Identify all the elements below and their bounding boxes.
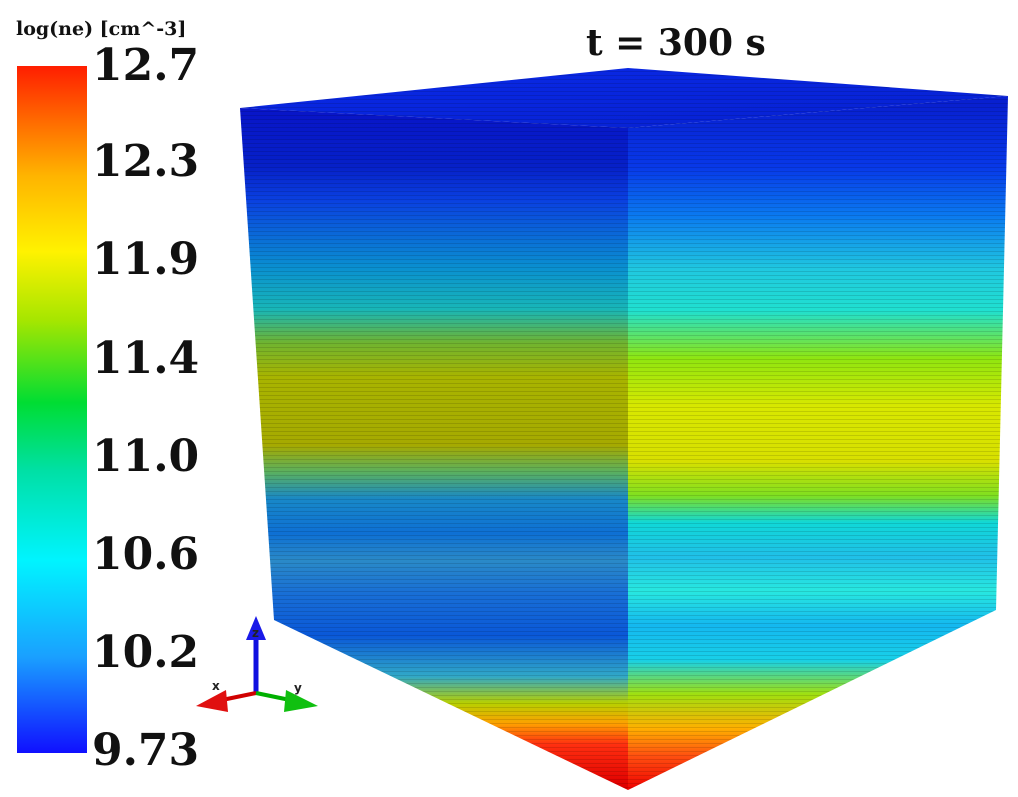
colorbar-tick: 12.3 xyxy=(92,136,200,187)
colorbar-tick: 11.4 xyxy=(92,333,200,384)
colorbar-title: log(ne) [cm^-3] xyxy=(16,18,187,40)
x-axis-arrow-icon xyxy=(196,690,228,712)
colorbar-tick: 11.9 xyxy=(92,234,200,285)
x-axis-label: x xyxy=(212,679,220,693)
z-axis-arrow-icon xyxy=(246,616,266,640)
colorbar xyxy=(17,66,87,753)
colorbar-tick: 9.73 xyxy=(92,725,200,776)
axis-triad: x y z xyxy=(196,616,318,712)
colorbar-tick: 12.7 xyxy=(92,40,200,91)
z-axis-label: z xyxy=(252,626,259,640)
colorbar-tick: 10.2 xyxy=(92,627,200,678)
y-axis-label: y xyxy=(294,681,302,695)
colorbar-tick: 10.6 xyxy=(92,529,200,580)
plot-title: t = 300 s xyxy=(586,22,766,64)
colorbar-tick: 11.0 xyxy=(92,431,200,482)
y-axis-arrow-icon xyxy=(284,690,318,712)
